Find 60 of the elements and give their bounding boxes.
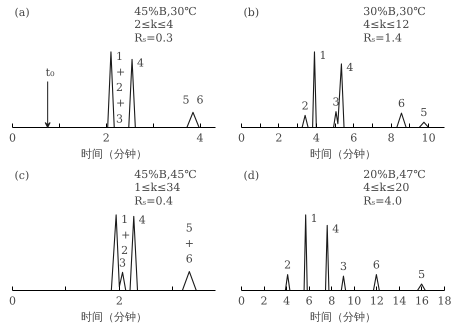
text: Rₛ=4.0 [363, 194, 402, 208]
annotation: 6 [398, 97, 405, 110]
text: 1≤k≤34 [134, 181, 180, 194]
x-tick-label: 4 [312, 132, 320, 144]
x-tick-label: 0 [238, 132, 245, 144]
x-axis-title: 时间（分钟） [310, 310, 376, 324]
annotation: 2 [302, 99, 309, 112]
x-tick-label: 2 [275, 132, 282, 144]
x-tick-label: 14 [392, 294, 406, 308]
x-tick-label: 0 [238, 294, 245, 308]
annotation: 4 [332, 222, 340, 236]
x-tick-label: 2 [260, 294, 268, 308]
annotation: 1 + 2 [121, 212, 130, 258]
x-tick-label: 18 [438, 294, 452, 308]
annotation: 6 [372, 258, 380, 272]
x-tick-label: 10 [347, 294, 362, 308]
annotation: 4 [137, 56, 144, 70]
text: Rₛ=1.4 [363, 31, 402, 44]
chart-title: (c) [14, 169, 30, 182]
text: 20%B,47℃ [363, 168, 426, 181]
x-tick-label: 4 [196, 132, 204, 144]
text: 45%B,45℃ [134, 168, 197, 181]
chart-title: (b) [244, 6, 260, 20]
x-tick-label: 0 [9, 132, 16, 144]
text: 4≤k≤20 [363, 181, 410, 194]
x-axis-title: 时间（分钟） [81, 148, 147, 160]
x-axis-title: 时间（分钟） [310, 148, 376, 160]
text: 30%B,30℃ [363, 4, 426, 18]
text: 45%B,30℃ [134, 4, 197, 18]
x-tick-label: 4 [283, 294, 290, 308]
x-tick-label: 6 [350, 132, 358, 144]
x-tick-label: 8 [388, 132, 395, 144]
x-tick-label: 2 [102, 132, 110, 144]
x-tick-label: 2 [116, 294, 123, 308]
x-tick-label: 8 [328, 294, 336, 308]
annotation: 1 [319, 48, 326, 62]
annotation: 5 [418, 268, 426, 282]
x-axis-title: 时间（分钟） [81, 310, 147, 324]
text: 4≤k≤12 [363, 18, 410, 32]
x-tick-label: 6 [306, 294, 313, 308]
annotation: 5 [420, 106, 428, 120]
text: Rₛ=0.4 [134, 194, 174, 208]
annotation: 3 [119, 256, 126, 270]
annotation: 2 [284, 258, 292, 272]
annotation: 3 [340, 260, 347, 274]
text: Rₛ=0.3 [134, 31, 174, 44]
annotation: 5 + 6 [184, 221, 194, 266]
x-tick-label: 10 [422, 132, 436, 144]
annotation: 1 + 2 + 3 [116, 50, 126, 126]
annotation: t₀ [46, 66, 56, 80]
annotation: 5 6 [182, 93, 204, 106]
x-tick-label: 0 [9, 294, 16, 308]
annotation: 4 [138, 213, 146, 226]
x-tick-label: 12 [370, 294, 384, 308]
text: 2≤k≤4 [134, 18, 174, 32]
annotation: 1 [310, 212, 318, 225]
x-tick-label: 16 [414, 294, 429, 308]
chart-title: (a) [14, 6, 30, 20]
annotation: 4 [346, 60, 354, 74]
chart-title: (d) [244, 169, 260, 182]
